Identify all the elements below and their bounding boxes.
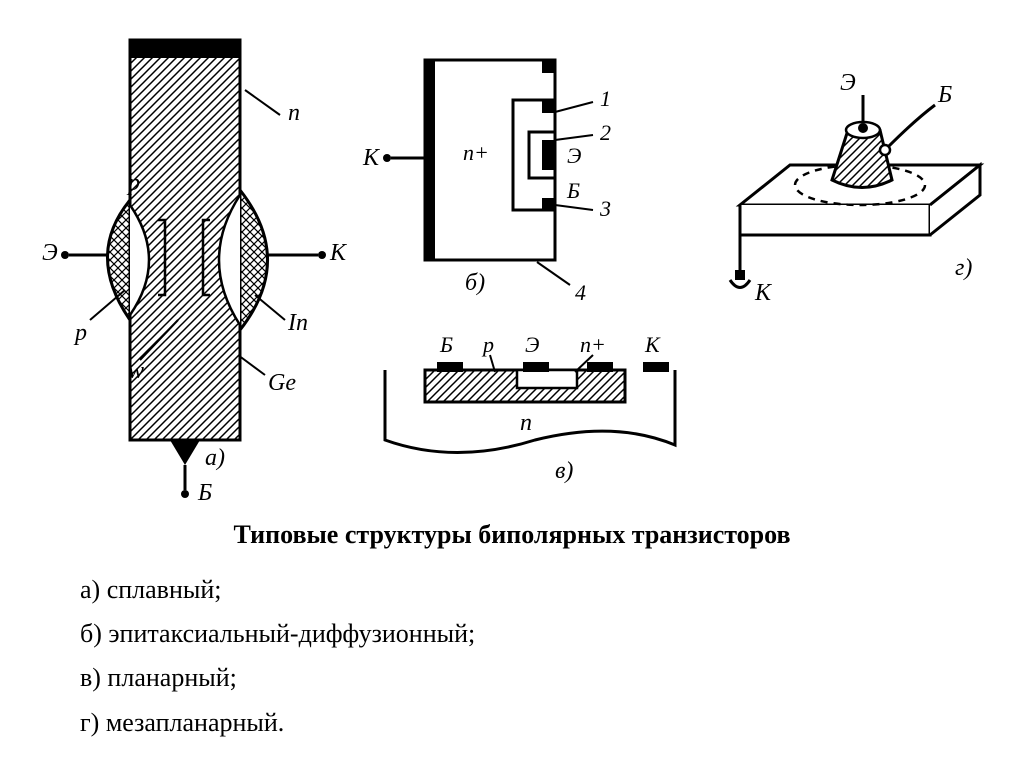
label-n: n xyxy=(520,410,532,436)
tag-g: г) xyxy=(955,255,972,281)
label-n: n xyxy=(288,100,300,126)
caption-b: б) эпитаксиальный-диффузионный; xyxy=(80,612,944,656)
label-E: Э xyxy=(567,143,581,168)
label-2: 2 xyxy=(600,120,611,145)
label-3: 3 xyxy=(599,196,611,221)
label-E: Э xyxy=(525,332,539,357)
caption-block: Типовые структуры биполярных транзисторо… xyxy=(80,520,944,745)
label-In: In xyxy=(287,310,308,336)
label-np: n+ xyxy=(463,140,489,165)
label-np: n+ xyxy=(580,332,606,357)
label-Ge: Ge xyxy=(268,370,296,396)
diagram-b: К n+ 1 2 3 4 Э Б б) xyxy=(362,60,611,305)
diagram-g: Э Б К г) xyxy=(730,70,980,306)
label-K: К xyxy=(754,280,773,306)
label-p: p xyxy=(481,332,494,357)
label-1: 1 xyxy=(600,86,611,111)
diagram-v: Б p Э n+ К n в) xyxy=(385,332,675,484)
label-B: Б xyxy=(197,480,212,506)
label-E: Э xyxy=(42,240,58,266)
tag-b: б) xyxy=(465,270,485,296)
label-p-right: p xyxy=(126,170,140,196)
label-w: w xyxy=(128,358,144,384)
tag-v: в) xyxy=(555,458,573,484)
label-K: К xyxy=(329,240,348,266)
label-4: 4 xyxy=(575,280,586,305)
label-p-left: p xyxy=(73,320,87,346)
figure-title: Типовые структуры биполярных транзисторо… xyxy=(80,520,944,550)
figure: n p p Э К In Ge w Б а) К n+ 1 2 3 4 xyxy=(0,0,1024,520)
caption-a: а) сплавный; xyxy=(80,568,944,612)
label-K: К xyxy=(644,332,661,357)
caption-g: г) мезапланарный. xyxy=(80,701,944,745)
tag-a: а) xyxy=(205,445,225,471)
label-K: К xyxy=(362,145,381,171)
label-B: Б xyxy=(566,178,580,203)
label-E: Э xyxy=(840,70,856,96)
label-B: Б xyxy=(937,82,952,108)
label-B: Б xyxy=(439,332,453,357)
caption-v: в) планарный; xyxy=(80,656,944,700)
diagram-a: n p p Э К In Ge w Б а) xyxy=(42,40,348,506)
